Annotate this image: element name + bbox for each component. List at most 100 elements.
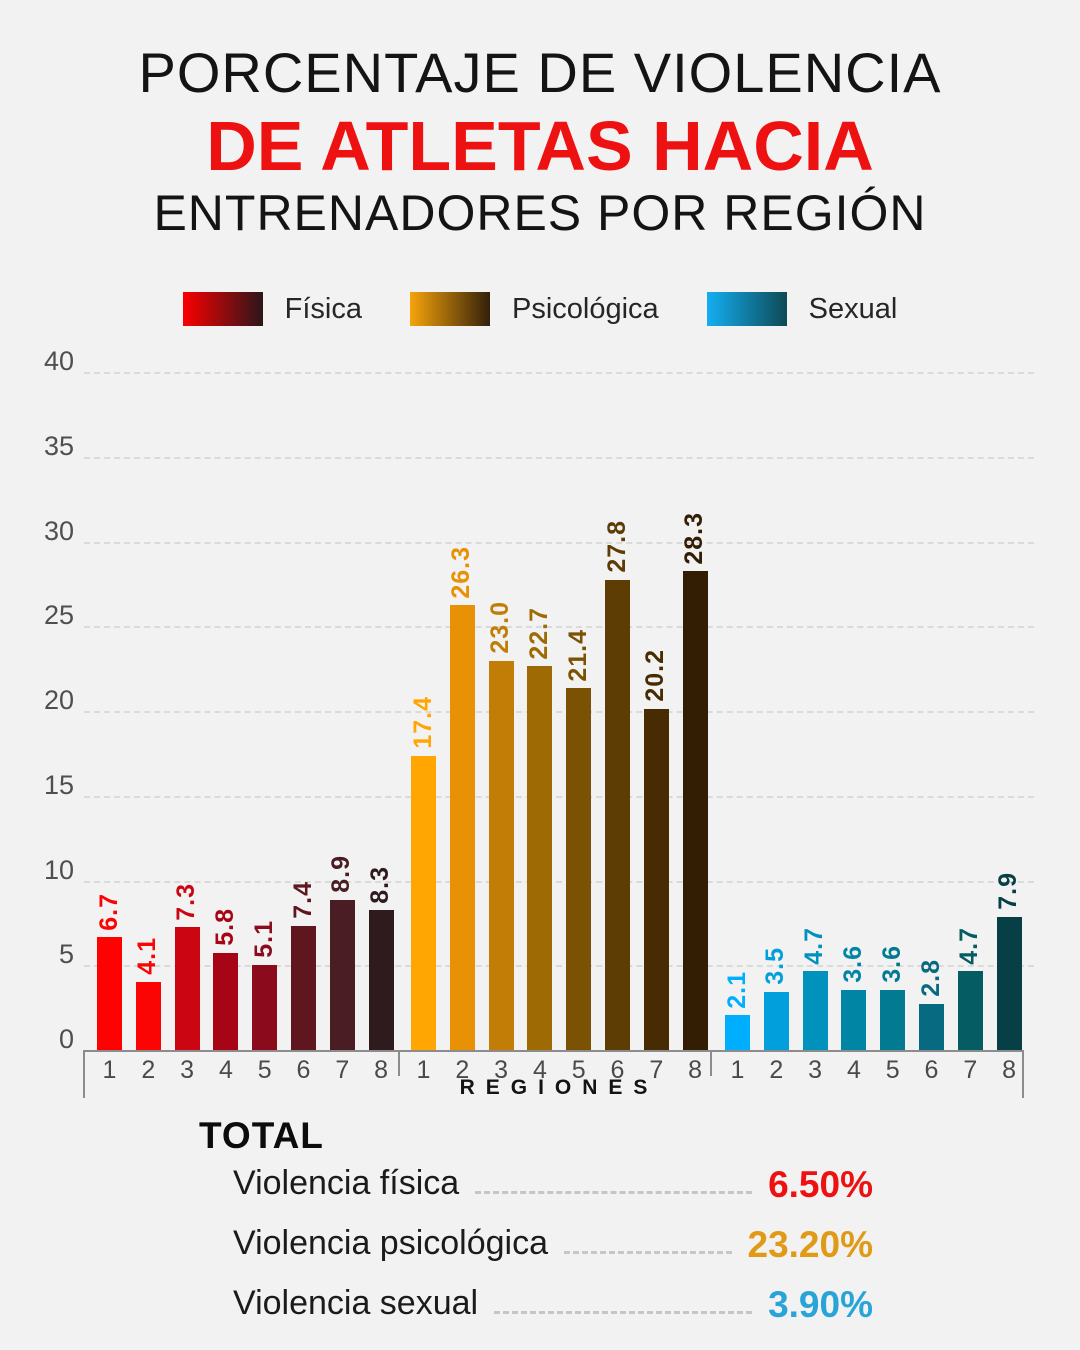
x-tick-label: 2 bbox=[141, 1056, 156, 1084]
gridline bbox=[84, 626, 1034, 629]
x-axis-title: REGIONES bbox=[459, 1076, 659, 1099]
bar-value-label: 22.7 bbox=[524, 606, 553, 660]
x-tick-label: 6 bbox=[924, 1056, 939, 1084]
gridline bbox=[84, 711, 1034, 713]
bar bbox=[841, 989, 867, 1051]
x-axis-end-tick-right bbox=[1022, 1050, 1024, 1098]
y-tick-label: 30 bbox=[43, 515, 74, 546]
bar-value-label: 3.6 bbox=[877, 945, 906, 983]
x-tick-label: 3 bbox=[494, 1056, 509, 1084]
x-tick-label: 7 bbox=[335, 1056, 350, 1084]
x-tick-label: 1 bbox=[730, 1056, 745, 1084]
bar bbox=[411, 756, 436, 1051]
bar bbox=[996, 917, 1022, 1051]
bar-value-label: 21.4 bbox=[563, 628, 592, 682]
bar-value-label: 8.3 bbox=[366, 865, 395, 904]
bar-value-label: 4.1 bbox=[133, 936, 162, 975]
x-tick-label: 6 bbox=[296, 1056, 311, 1084]
x-tick-label: 6 bbox=[610, 1056, 625, 1084]
x-axis-group-separator bbox=[398, 1050, 400, 1076]
bar-value-label: 17.4 bbox=[408, 696, 437, 750]
bar bbox=[97, 937, 122, 1051]
gridline bbox=[84, 456, 1034, 459]
y-tick-label: 20 bbox=[43, 685, 74, 715]
bar-value-label: 8.9 bbox=[327, 855, 356, 894]
totals-heading: TOTAL bbox=[199, 1115, 324, 1156]
title-line-2: DE ATLETAS HACIA bbox=[206, 106, 874, 185]
x-tick-label: 2 bbox=[769, 1056, 784, 1084]
y-tick-label: 5 bbox=[58, 939, 74, 970]
gridline bbox=[84, 965, 1034, 968]
x-tick-label: 7 bbox=[649, 1056, 664, 1084]
bar bbox=[368, 910, 394, 1051]
x-tick-label: 4 bbox=[532, 1056, 547, 1084]
legend-item-fisica: Física bbox=[182, 292, 362, 326]
legend-label-sexual: Sexual bbox=[808, 292, 898, 325]
x-tick-label: 5 bbox=[257, 1056, 272, 1084]
bar bbox=[329, 900, 355, 1051]
bar-value-label: 6.7 bbox=[94, 892, 123, 931]
x-tick-label: 2 bbox=[455, 1056, 470, 1084]
bar-value-label: 3.5 bbox=[761, 946, 790, 985]
totals-list: Violencia física 6.50% Violencia psicoló… bbox=[233, 1164, 873, 1323]
totals-value: 6.50% bbox=[768, 1164, 873, 1206]
x-tick-label: 1 bbox=[416, 1056, 431, 1084]
bar-value-label: 27.8 bbox=[602, 520, 631, 573]
legend-swatch-sexual bbox=[706, 292, 787, 326]
bar bbox=[643, 708, 669, 1051]
x-tick-label: 8 bbox=[374, 1056, 389, 1084]
x-axis-group-separator bbox=[710, 1050, 712, 1076]
gridline bbox=[84, 795, 1034, 798]
x-tick-label: 1 bbox=[102, 1056, 117, 1084]
totals-row-sexual: Violencia sexual 3.90% bbox=[233, 1284, 873, 1323]
bar bbox=[763, 991, 789, 1051]
legend-label-psicologica: Psicológica bbox=[511, 292, 659, 325]
bar-value-label: 28.3 bbox=[680, 511, 709, 565]
legend-item-sexual: Sexual bbox=[706, 292, 898, 326]
x-tick-label: 4 bbox=[846, 1056, 861, 1084]
legend: Física Psicológica Sexual bbox=[0, 292, 1080, 326]
y-tick-label: 40 bbox=[43, 346, 74, 376]
bar-value-label: 2.1 bbox=[722, 970, 751, 1009]
bar-value-label: 3.6 bbox=[838, 945, 867, 983]
bar bbox=[566, 688, 592, 1051]
bar bbox=[919, 1003, 944, 1051]
y-tick-label: 25 bbox=[43, 600, 74, 631]
gridline bbox=[84, 541, 1034, 544]
legend-item-psicologica: Psicológica bbox=[409, 292, 659, 326]
totals-label: Violencia psicológica bbox=[233, 1224, 549, 1263]
bar bbox=[802, 971, 828, 1051]
totals-row-psicologica: Violencia psicológica 23.20% bbox=[233, 1224, 873, 1263]
bar-value-label: 5.1 bbox=[249, 919, 278, 958]
totals-value: 23.20% bbox=[747, 1224, 874, 1266]
bar bbox=[213, 952, 239, 1051]
totals-label: Violencia física bbox=[233, 1164, 460, 1202]
gridline bbox=[84, 880, 1034, 883]
x-tick-label: 8 bbox=[1002, 1056, 1017, 1084]
totals-label: Violencia sexual bbox=[233, 1284, 479, 1323]
title-block: PORCENTAJE DE VIOLENCIA DE ATLETAS HACIA… bbox=[0, 41, 1080, 241]
bar-value-label: 2.8 bbox=[916, 958, 945, 997]
bar-value-label: 5.8 bbox=[210, 907, 239, 946]
bar bbox=[135, 981, 161, 1051]
x-axis-end-tick-left bbox=[83, 1050, 85, 1098]
bar bbox=[957, 971, 983, 1051]
bar bbox=[449, 605, 475, 1051]
x-tick-label: 3 bbox=[808, 1056, 823, 1084]
legend-swatch-psicologica bbox=[409, 292, 490, 326]
totals-row-fisica: Violencia física 6.50% bbox=[233, 1164, 873, 1203]
bar-value-label: 7.3 bbox=[172, 882, 201, 921]
bar bbox=[252, 964, 278, 1051]
x-tick-label: 5 bbox=[571, 1056, 586, 1084]
legend-swatch-fisica bbox=[182, 292, 263, 326]
x-tick-label: 8 bbox=[688, 1056, 703, 1084]
title-line-3: ENTRENADORES POR REGIÓN bbox=[153, 184, 927, 241]
x-tick-label: 4 bbox=[218, 1056, 233, 1084]
y-tick-label: 35 bbox=[43, 430, 74, 461]
bar-value-label: 4.7 bbox=[955, 926, 984, 965]
title-line-1: PORCENTAJE DE VIOLENCIA bbox=[138, 41, 942, 104]
totals-value: 3.90% bbox=[768, 1284, 873, 1326]
y-tick-label: 15 bbox=[43, 769, 74, 800]
x-tick-label: 3 bbox=[180, 1056, 195, 1084]
